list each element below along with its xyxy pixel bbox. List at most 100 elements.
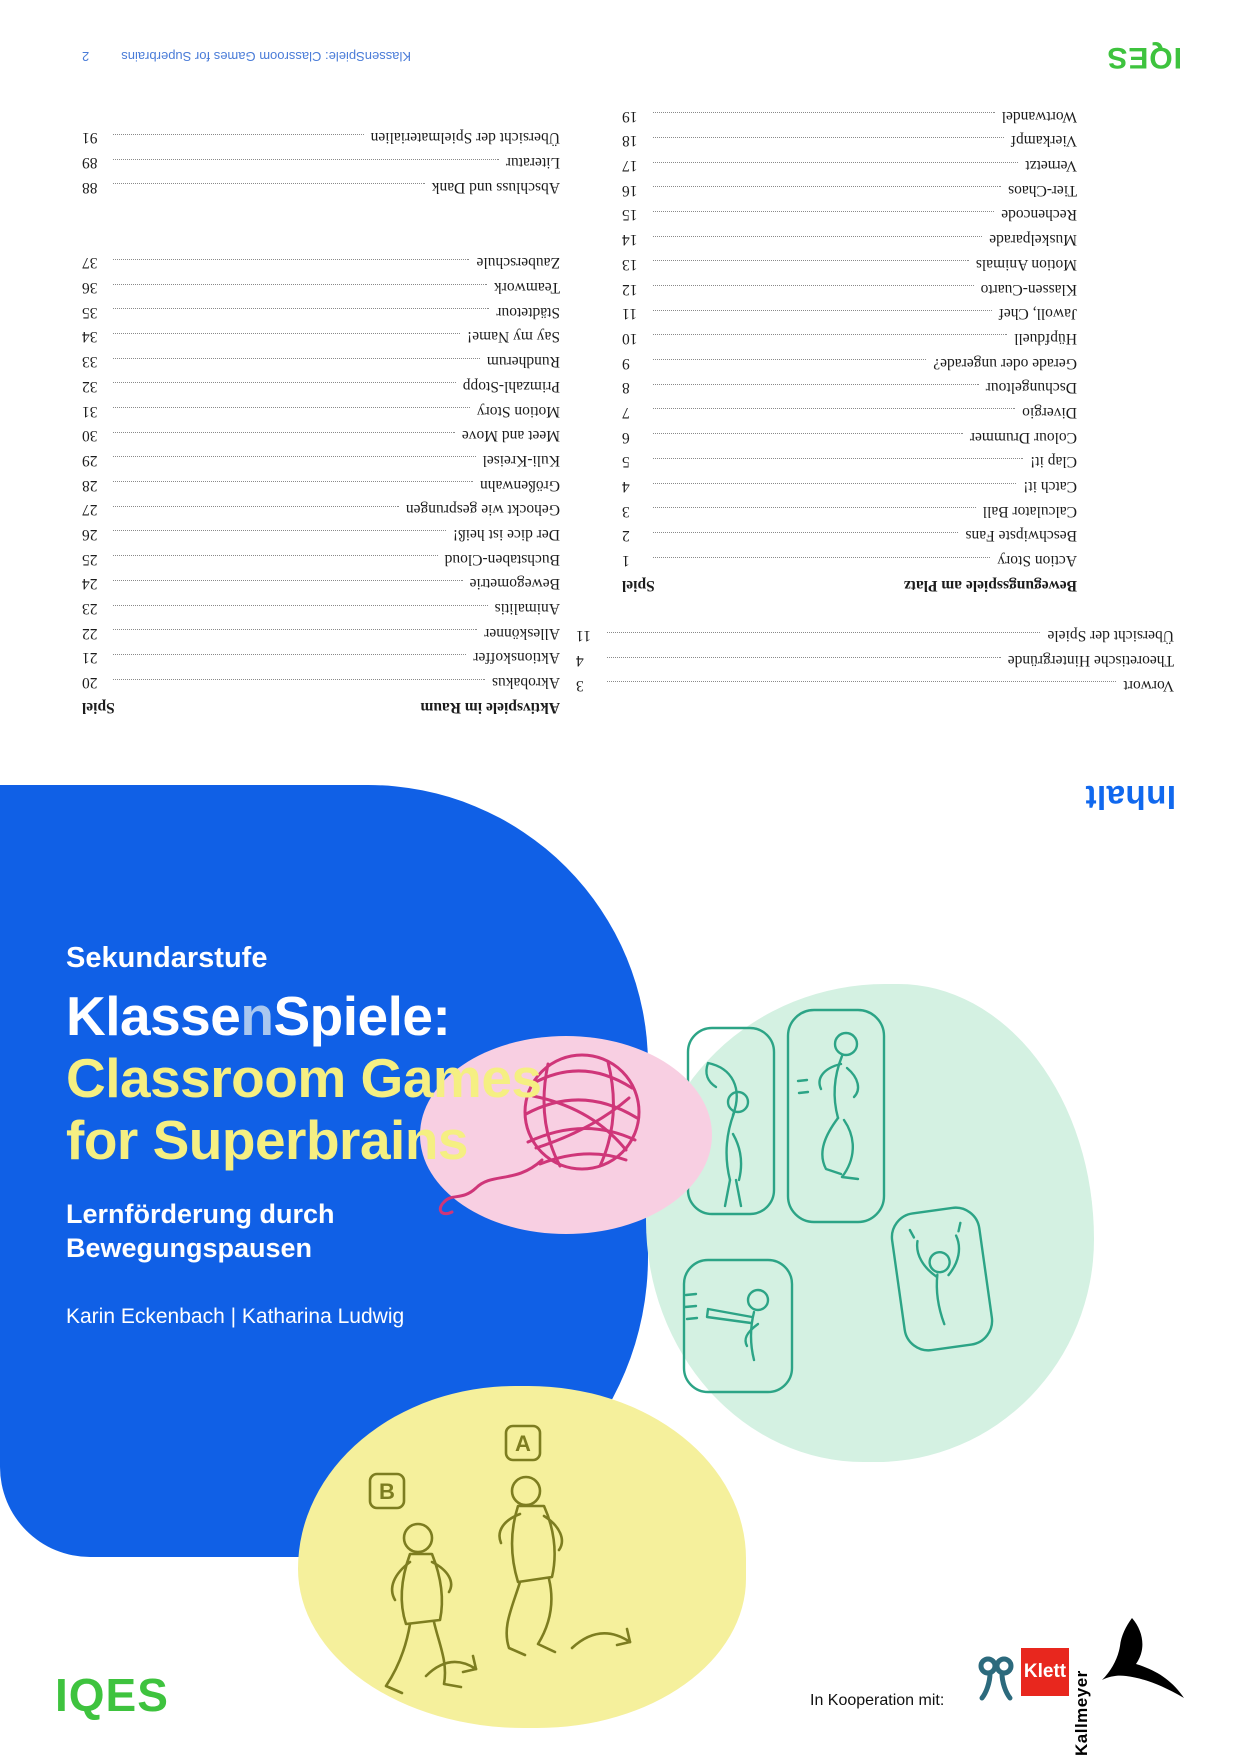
section-header-spiel: Spiel xyxy=(622,576,655,594)
tag-letter-a: A xyxy=(515,1431,531,1456)
toc-row: Gerade oder ungerade? 9 xyxy=(622,354,1077,372)
toc-row: Aktionskoffer 21 xyxy=(82,649,560,667)
toc-row: Action Story 1 xyxy=(622,552,1077,570)
toc-row: Vierkampf 18 xyxy=(622,132,1077,150)
dotted-leader xyxy=(113,678,485,681)
dotted-leader xyxy=(653,408,1016,411)
dotted-leader xyxy=(607,681,1117,684)
toc-row: Wortwandel 19 xyxy=(622,107,1077,125)
toc-row: Bewegometrie 24 xyxy=(82,575,560,593)
toc-game-list-2: Akrobakus 20 Aktionskoffer 21 Alleskönne… xyxy=(82,254,560,699)
dotted-leader xyxy=(113,604,488,607)
toc-row: Animalitis 23 xyxy=(82,600,560,618)
iqes-logo-large: IQES xyxy=(55,1669,169,1721)
klett-logo: Klett xyxy=(1021,1648,1069,1696)
cover-title-line3: for Superbrains xyxy=(66,1109,469,1171)
dotted-leader xyxy=(653,309,992,312)
dotted-leader xyxy=(113,382,456,385)
dotted-leader xyxy=(113,481,473,484)
dotted-leader xyxy=(113,407,470,410)
dotted-leader xyxy=(653,161,1019,164)
toc-row: Meet and Move 30 xyxy=(82,427,560,445)
toc-row: Vorwort 3 xyxy=(576,676,1174,694)
toc-row: Clap it! 5 xyxy=(622,453,1077,471)
toc-row: Say my Name! 34 xyxy=(82,328,560,346)
cooperation-label: In Kooperation mit: xyxy=(810,1692,945,1709)
dotted-leader xyxy=(653,235,983,238)
dotted-leader xyxy=(113,579,463,582)
toc-row: Colour Drummer 6 xyxy=(622,428,1077,446)
cover-title: KlassenSpiele: Classroom Games for Super… xyxy=(66,985,542,1171)
toc-row: Theoretische Hintergründe 4 xyxy=(576,652,1174,670)
dotted-leader xyxy=(653,383,979,386)
dotted-leader xyxy=(113,333,461,335)
toc-title: Inhalt xyxy=(1085,779,1176,816)
dotted-leader xyxy=(653,531,959,534)
dotted-leader xyxy=(653,433,963,436)
toc-row: Vernetzt 17 xyxy=(622,157,1077,175)
toc-row: Divergio 7 xyxy=(622,404,1077,421)
section-header: Bewegungsspiele am Platz xyxy=(903,576,1077,594)
dotted-leader xyxy=(113,133,364,136)
toc-row: Größenwahn 28 xyxy=(82,476,560,494)
dotted-leader xyxy=(113,505,399,508)
yarn-ball-illustration xyxy=(420,1036,712,1234)
page-number: 2 xyxy=(82,49,90,65)
cover-subtitle: Lernförderung durch Bewegungspausen xyxy=(66,1199,335,1263)
running-title: KlassenSpiele: Classroom Games for Super… xyxy=(121,49,411,65)
toc-row: Calculator Ball 3 xyxy=(622,502,1077,520)
dotted-leader xyxy=(653,334,1008,337)
toc-row: Gehockt wie gesprungen 27 xyxy=(82,501,560,519)
dotted-leader xyxy=(653,211,995,213)
toc-row: Teamwork 36 xyxy=(82,279,560,297)
toc-row: Motion Animals 13 xyxy=(622,255,1077,273)
toc-row: Der dice ist heiß! 26 xyxy=(82,526,560,543)
dotted-leader xyxy=(113,629,478,632)
toc-section-aktivspiele: Aktivspiele im Raum Spiel Akrobakus 20 A… xyxy=(82,254,560,724)
toc-row: Übersicht der Spiele 11 xyxy=(576,627,1174,645)
dotted-leader xyxy=(653,457,1024,460)
toc-row: Jawoll, Chef 11 xyxy=(622,305,1077,323)
dotted-leader xyxy=(653,359,927,362)
dotted-leader xyxy=(113,357,480,360)
cover-text-block: Sekundarstufe KlassenSpiele: Classroom G… xyxy=(66,942,542,1329)
section-header: Aktivspiele im Raum xyxy=(420,698,561,716)
toc-row: Motion Story 31 xyxy=(82,402,560,420)
yarn-ball-svg xyxy=(438,1053,641,1216)
dotted-leader xyxy=(607,656,1001,659)
dotted-leader xyxy=(653,556,991,559)
dancing-figures-svg: B A xyxy=(368,1424,632,1695)
iqes-logo-small: IQES xyxy=(1106,41,1182,74)
toc-row: Kuli-Kreisel 29 xyxy=(82,451,560,469)
toc-row: Alleskönner 22 xyxy=(82,624,560,642)
cover-title-line2: Classroom Games xyxy=(66,1047,542,1109)
toc-row: Buchstaben-Cloud 25 xyxy=(82,550,560,568)
dotted-leader xyxy=(653,482,1017,485)
kallmeyer-logo-text: Kallmeyer xyxy=(1072,1670,1091,1756)
dotted-leader xyxy=(653,112,995,115)
exercise-cards-illustration xyxy=(646,984,1094,1462)
dotted-leader xyxy=(607,631,1041,634)
dotted-leader xyxy=(653,285,974,288)
toc-row: Hüpfduell 10 xyxy=(622,329,1077,347)
dotted-leader xyxy=(113,183,425,186)
toc-row: Abschluss und Dank 88 xyxy=(82,178,560,196)
toc-row: Rechencode 15 xyxy=(622,206,1077,224)
toc-row: Übersicht der Spielmaterialien 91 xyxy=(82,129,560,147)
toc-row: Städtetour 35 xyxy=(82,303,560,321)
dotted-leader xyxy=(653,136,1004,139)
dotted-leader xyxy=(113,653,467,656)
section-header-spiel: Spiel xyxy=(82,698,115,716)
toc-row: Literatur 89 xyxy=(82,154,560,172)
toc-row: Rundherum 33 xyxy=(82,353,560,371)
section-header-row: Aktivspiele im Raum Spiel xyxy=(82,699,560,724)
dotted-leader xyxy=(113,308,490,311)
toc-row: Muskelparade 14 xyxy=(622,231,1077,249)
kallmeyer-swoosh-icon xyxy=(1098,1618,1184,1707)
tag-letter-b: B xyxy=(379,1479,395,1504)
toc-footer: IQES KlassenSpiele: Classroom Games for … xyxy=(82,40,1182,74)
dotted-leader xyxy=(113,555,438,558)
dotted-leader xyxy=(113,283,487,286)
dotted-leader xyxy=(653,186,1002,189)
klett-emblem-icon xyxy=(976,1648,1016,1707)
